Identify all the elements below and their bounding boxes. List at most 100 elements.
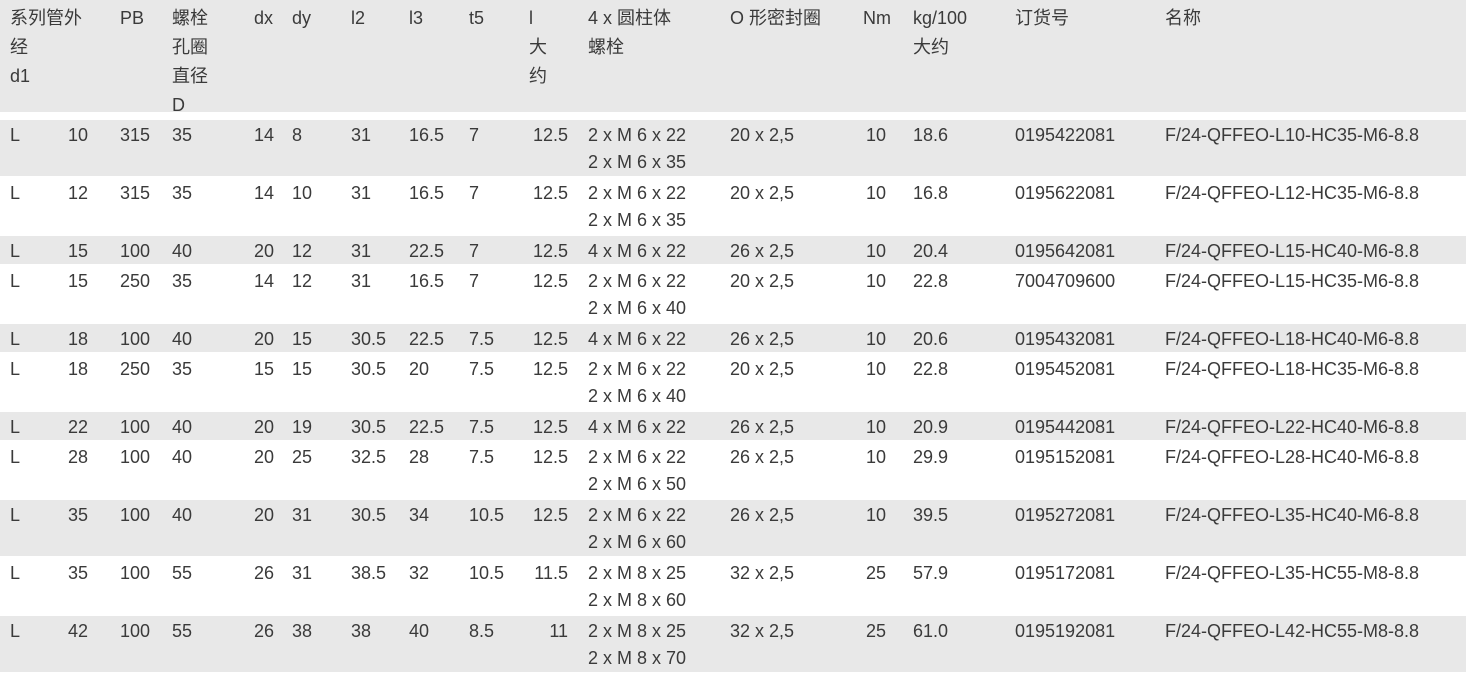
table-row: L 35 100 40 20 31 30.5 34 10.5 12.5 2 x M 6 x 22 2… [0,500,1466,556]
cell-l2: 30.5 [351,505,387,525]
cell-bolt-circle-d: 40 [172,329,193,349]
cell-torque-nm: 10 [865,359,886,379]
cell-outer-diameter-d1: 15 [67,241,88,261]
cell-pb: 100 [120,621,151,641]
cell-dy: 15 [292,359,313,379]
cell-dx: 14 [254,183,275,203]
cell-dy: 12 [292,241,313,261]
cell-order-number: 0195152081 [1015,447,1116,467]
header-o-ring: O 形密封圈 [730,8,822,28]
cell-bolt-circle-d: 35 [172,359,193,379]
header-torque-nm: Nm [863,8,891,28]
cell-t5: 7 [469,241,480,261]
cell-o-ring: 26 x 2,5 [730,417,795,437]
header-dy: dy [292,8,312,28]
cell-dy: 31 [292,505,313,525]
cell-t5: 7 [469,271,480,291]
cell-l-approx: 12.5 [532,183,568,203]
cell-weight: 20.4 [913,241,949,261]
cell-l-approx: 12.5 [532,241,568,261]
cell-l-approx: 12.5 [532,505,568,525]
cell-l3: 40 [409,621,430,641]
cell-designation: F/24-QFFEO-L18-HC35-M6-8.8 [1165,359,1420,379]
cell-dx: 14 [254,271,275,291]
cell-series: L [10,505,21,525]
cell-order-number: 0195422081 [1015,125,1116,145]
cell-dx: 20 [254,417,275,437]
cell-l2: 30.5 [351,329,387,349]
cell-designation: F/24-QFFEO-L22-HC40-M6-8.8 [1165,417,1420,437]
cell-l2: 30.5 [351,417,387,437]
cell-bolts: 2 x M 8 x 25 2 x M 8 x 70 [588,621,687,668]
cell-order-number: 0195622081 [1015,183,1116,203]
cell-l-approx: 12.5 [532,125,568,145]
cell-pb: 315 [120,183,151,203]
cell-pb: 315 [120,125,151,145]
cell-outer-diameter-d1: 35 [67,505,88,525]
cell-bolts: 4 x M 6 x 22 [588,241,687,261]
cell-dy: 19 [292,417,313,437]
cell-bolts: 2 x M 6 x 22 2 x M 6 x 50 [588,447,687,494]
cell-o-ring: 20 x 2,5 [730,183,795,203]
cell-torque-nm: 10 [865,505,886,525]
cell-l3: 16.5 [409,125,445,145]
cell-torque-nm: 10 [865,417,886,437]
cell-l3: 32 [409,563,430,583]
table-row: L 18 250 35 15 15 30.5 20 7.5 12.5 2 x M 6 x 22 2 … [0,354,1466,410]
cell-order-number: 0195442081 [1015,417,1116,437]
cell-pb: 100 [120,329,151,349]
cell-t5: 7.5 [469,447,495,467]
cell-order-number: 0195432081 [1015,329,1116,349]
cell-weight: 18.6 [913,125,949,145]
table-row: L 15 250 35 14 12 31 16.5 7 12.5 2 x M 6 x 22 2 x … [0,266,1466,322]
cell-dx: 26 [254,621,275,641]
cell-l2: 30.5 [351,359,387,379]
cell-torque-nm: 25 [865,621,886,641]
cell-dx: 20 [254,505,275,525]
cell-weight: 20.6 [913,329,949,349]
cell-l2: 31 [351,271,372,291]
cell-torque-nm: 10 [865,271,886,291]
cell-bolts: 4 x M 6 x 22 [588,417,687,437]
cell-bolts: 2 x M 6 x 22 2 x M 6 x 40 [588,359,687,406]
cell-dy: 38 [292,621,313,641]
cell-l3: 22.5 [409,241,445,261]
cell-designation: F/24-QFFEO-L15-HC40-M6-8.8 [1165,241,1420,261]
cell-t5: 7.5 [469,359,495,379]
cell-bolt-circle-d: 35 [172,125,193,145]
cell-weight: 39.5 [913,505,949,525]
cell-bolts: 2 x M 6 x 22 2 x M 6 x 35 [588,125,687,172]
header-l-approx: l 大 约 [529,8,547,86]
cell-bolt-circle-d: 35 [172,183,193,203]
header-bolts: 4 x 圆柱体 螺栓 [588,8,672,57]
cell-series: L [10,621,21,641]
cell-bolt-circle-d: 55 [172,563,193,583]
cell-pb: 100 [120,447,151,467]
cell-l2: 38 [351,621,372,641]
cell-bolts: 2 x M 6 x 22 2 x M 6 x 40 [588,271,687,318]
cell-series: L [10,125,21,145]
cell-bolts: 2 x M 8 x 25 2 x M 8 x 60 [588,563,687,610]
cell-t5: 7.5 [469,417,495,437]
cell-bolt-circle-d: 40 [172,417,193,437]
cell-bolts: 4 x M 6 x 22 [588,329,687,349]
cell-o-ring: 26 x 2,5 [730,329,795,349]
cell-l-approx: 11 [549,621,568,641]
cell-series: L [10,447,21,467]
header-series: 系列管外 经 d1 [10,8,82,86]
cell-weight: 29.9 [913,447,949,467]
header-l3: l3 [409,8,424,28]
cell-weight: 16.8 [913,183,949,203]
cell-outer-diameter-d1: 22 [67,417,88,437]
cell-torque-nm: 10 [865,447,886,467]
cell-l-approx: 12.5 [532,447,568,467]
cell-o-ring: 32 x 2,5 [730,621,795,641]
table-row: L 28 100 40 20 25 32.5 28 7.5 12.5 2 x M 6 x 22 2 … [0,442,1466,498]
header-pb: PB [120,8,145,28]
cell-l-approx: 12.5 [532,329,568,349]
cell-designation: F/24-QFFEO-L12-HC35-M6-8.8 [1165,183,1420,203]
cell-o-ring: 26 x 2,5 [730,241,795,261]
cell-designation: F/24-QFFEO-L42-HC55-M8-8.8 [1165,621,1420,641]
cell-outer-diameter-d1: 42 [67,621,88,641]
cell-t5: 7 [469,183,480,203]
